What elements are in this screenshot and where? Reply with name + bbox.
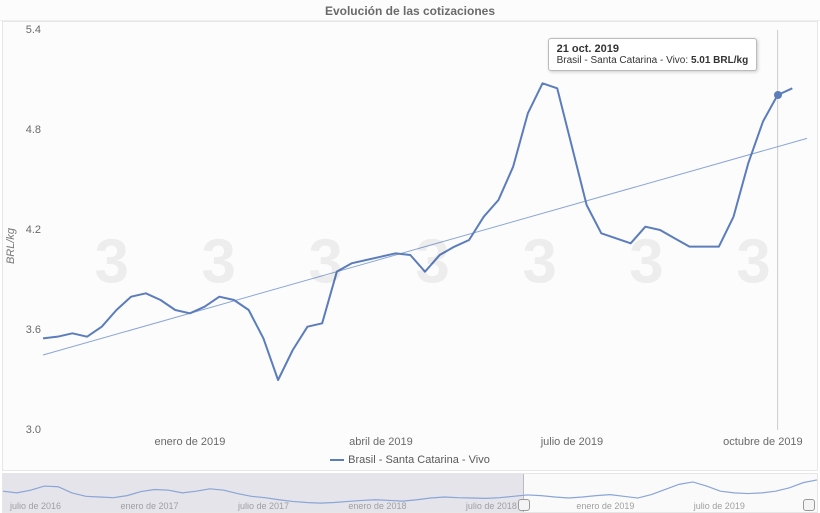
x-tick: julio de 2019 [541,436,603,448]
range-selector[interactable]: julio de 2016 enero de 2017 julio de 2017 e… [2,473,818,513]
legend: Brasil - Santa Catarina - Vivo [3,454,817,466]
plot-area[interactable]: 3333333 [43,30,807,430]
mini-x-tick: julio de 2016 [10,501,61,511]
tooltip-date: 21 oct. 2019 [557,43,749,55]
legend-swatch [330,459,344,461]
y-tick: 5.4 [3,24,41,36]
range-handle-right[interactable] [803,499,815,511]
range-handle-left[interactable] [518,499,530,511]
highlight-marker [774,91,782,99]
x-tick: enero de 2019 [154,436,225,448]
mini-x-tick: enero de 2017 [120,501,178,511]
y-tick: 4.2 [3,224,41,236]
x-tick: octubre de 2019 [723,436,803,448]
x-tick: abril de 2019 [349,436,413,448]
chart-title: Evolución de las cotizaciones [0,0,820,21]
legend-label: Brasil - Santa Catarina - Vivo [348,454,490,466]
main-chart: BRL/kg 3333333 21 oct. 2019 Brasil - San… [2,21,818,471]
mini-x-tick: enero de 2019 [576,501,634,511]
y-tick: 4.8 [3,124,41,136]
y-tick: 3.6 [3,324,41,336]
y-tick: 3.0 [3,424,41,436]
mini-x-tick: julio de 2017 [238,501,289,511]
mini-x-tick: julio de 2019 [694,501,745,511]
mini-x-tick: enero de 2018 [348,501,406,511]
tooltip: 21 oct. 2019 Brasil - Santa Catarina - V… [548,38,758,71]
chart-svg [43,30,807,430]
tooltip-value: Brasil - Santa Catarina - Vivo: 5.01 BRL… [557,55,749,66]
mini-x-tick: julio de 2018 [466,501,517,511]
